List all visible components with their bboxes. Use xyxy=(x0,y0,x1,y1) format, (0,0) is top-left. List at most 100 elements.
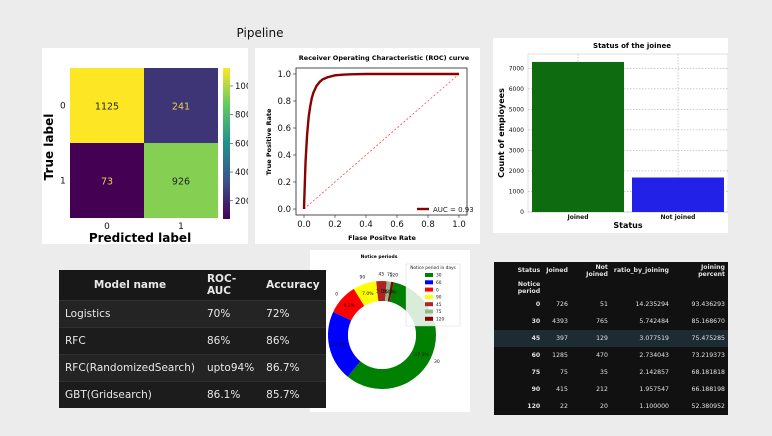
table-row: 90 415 212 1.957547 66.188198 xyxy=(494,381,728,398)
roc-xtick: 0.8 xyxy=(421,220,435,230)
donut-legend-entry: 120 xyxy=(436,317,444,323)
cell: 35 xyxy=(600,369,608,376)
bar-title: Status of the joinee xyxy=(593,42,671,50)
cm-cell-value: 1125 xyxy=(95,102,119,113)
donut-category-label: 0 xyxy=(335,292,338,298)
cell: 85.168670 xyxy=(691,318,725,325)
notice-donut-panel: Notice periods 57.3% 30 21.1% 60 9.2% 0 7.0% 90… xyxy=(310,250,470,412)
col-status: Status xyxy=(517,267,541,274)
roc-ytick: 0.0 xyxy=(277,205,291,215)
cell: 470 xyxy=(596,352,608,359)
bar-ytick: 6000 xyxy=(509,86,524,93)
roc-xtick: 0.4 xyxy=(359,220,373,230)
colorbar xyxy=(223,68,230,219)
cell: 72% xyxy=(260,300,326,328)
index-cell: 45 xyxy=(494,330,544,347)
donut-legend-entry: 60 xyxy=(436,280,442,286)
cell: 68.181818 xyxy=(691,369,725,376)
cell: 765 xyxy=(596,318,608,325)
table-row: RFC(RandomizedSearch) upto94% 86.7% xyxy=(59,354,326,382)
cell: 86% xyxy=(260,327,326,355)
roc-ytick: 0.6 xyxy=(277,124,291,134)
cell: 86.1% xyxy=(200,381,261,408)
cm-cell-value: 73 xyxy=(101,177,113,188)
col-not-joined: Not Joined xyxy=(586,263,608,278)
table-header-row: Status Joined Not Joined ratio_by_joinin… xyxy=(494,262,728,279)
cell: 51 xyxy=(600,301,608,308)
table-row: 30 4393 765 5.742484 85.168670 xyxy=(494,313,728,330)
cell: upto94% xyxy=(200,354,261,382)
col-model-name: Model name xyxy=(59,270,201,301)
index-cell: 60 xyxy=(531,352,541,359)
donut-category-label: 75 xyxy=(387,272,393,278)
donut-pct-label: 1.3% xyxy=(382,289,394,295)
cell: GBT(Gridsearch) xyxy=(59,381,201,408)
cell: 86% xyxy=(200,327,261,355)
cell: 212 xyxy=(596,386,608,393)
table-row: Logistics 70% 72% xyxy=(59,300,326,328)
cell: 397 xyxy=(543,330,571,347)
roc-curve-line xyxy=(302,72,459,210)
donut-slice-120 xyxy=(387,281,394,302)
index-cell: 120 xyxy=(527,403,541,410)
cell: 2.734043 xyxy=(639,352,669,359)
cm-cell-value: 926 xyxy=(172,177,190,188)
bar-ytick: 0 xyxy=(520,209,524,216)
index-cell: 90 xyxy=(531,386,541,393)
roc-xtick: 0.6 xyxy=(390,220,404,230)
cm-ytick: 1 xyxy=(60,177,66,187)
roc-xtick: 0.2 xyxy=(328,220,342,230)
cell: 73.219373 xyxy=(691,352,725,359)
colorbar-tick: 800 xyxy=(235,111,248,121)
donut-legend-swatch xyxy=(425,287,433,292)
roc-panel: Receiver Operating Characteristic (ROC) … xyxy=(255,48,480,244)
table-row: RFC 86% 86% xyxy=(59,327,326,355)
roc-legend-label: AUC = 0.93 xyxy=(433,206,474,214)
roc-xtick: 1.0 xyxy=(452,220,466,230)
cm-cell xyxy=(70,143,144,218)
cell: 85.7% xyxy=(260,381,326,408)
donut-pct-label: 57.3% xyxy=(414,352,429,358)
colorbar-tick: 200 xyxy=(235,197,248,207)
cell: 4393 xyxy=(552,318,568,325)
cell: 20 xyxy=(600,403,608,410)
donut-title: Notice periods xyxy=(361,254,398,260)
cell: RFC xyxy=(59,327,201,355)
figure-title: Pipeline xyxy=(236,26,284,40)
cm-xtick: 0 xyxy=(104,222,110,232)
cm-cell xyxy=(70,68,144,143)
cm-cell xyxy=(144,143,218,218)
table-row: 0 726 51 14.235294 93.436293 xyxy=(494,296,728,313)
bar-ylabel: Count of employees xyxy=(497,88,506,178)
donut-legend-title: Notice period in days xyxy=(410,265,456,271)
bar-ytick: 1000 xyxy=(509,188,524,195)
col-joined: Joined xyxy=(546,267,568,274)
donut-category-label: 45 xyxy=(379,272,385,278)
donut-legend-entry: 75 xyxy=(436,309,442,315)
cell: 52.380952 xyxy=(691,403,725,410)
roc-xlabel: Flase Positve Rate xyxy=(348,234,416,242)
roc-title: Receiver Operating Characteristic (ROC) … xyxy=(299,54,470,62)
cell: 726 xyxy=(556,301,568,308)
bar-xtick: Not joined xyxy=(661,214,696,221)
table-row: GBT(Gridsearch) 86.1% 85.7% xyxy=(59,381,326,408)
donut-legend-entry: 30 xyxy=(436,273,442,279)
donut-category-label: 120 xyxy=(390,273,399,279)
cell: Logistics xyxy=(59,300,201,328)
donut-legend-swatch xyxy=(425,309,433,314)
cell: 66.188198 xyxy=(691,386,725,393)
bar-ytick: 4000 xyxy=(509,127,524,134)
colorbar-tick: 1000 xyxy=(235,82,248,92)
table-index-row: Notice period xyxy=(494,279,728,296)
bar-not-joined xyxy=(632,177,724,212)
donut-slice-90 xyxy=(353,281,379,306)
donut-legend-swatch xyxy=(425,316,433,321)
cell: 75.475285 xyxy=(671,330,728,347)
donut-slice-45 xyxy=(376,281,387,302)
roc-ytick: 1.0 xyxy=(277,70,291,80)
cell: 22 xyxy=(560,403,568,410)
cell: 1.100000 xyxy=(639,403,669,410)
status-bar-panel: Status of the joinee 0 1000 2000 3000 4000 50… xyxy=(493,38,728,233)
col-percent: Joining percent xyxy=(698,263,725,278)
cell: 1.957547 xyxy=(639,386,669,393)
